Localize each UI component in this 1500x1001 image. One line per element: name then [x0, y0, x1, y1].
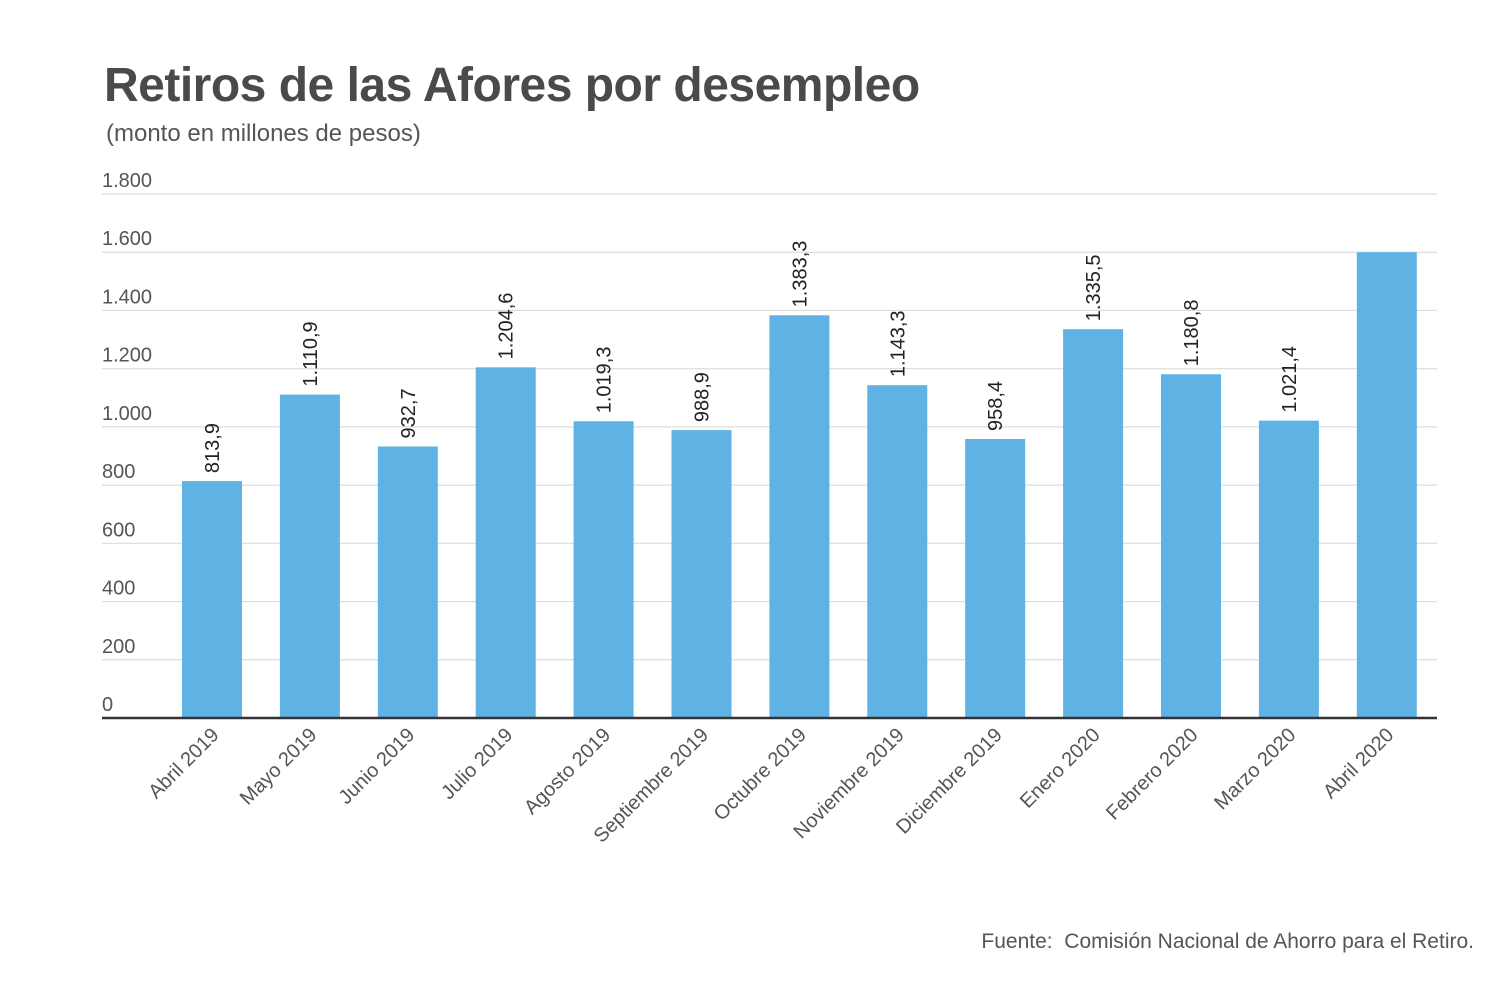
data-label: 1.021,4 [1279, 346, 1301, 413]
y-tick-label: 800 [102, 461, 135, 483]
y-tick-label: 0 [102, 694, 113, 716]
x-tick-label: Junio 2019 [335, 724, 420, 809]
y-tick-label: 1.400 [102, 286, 152, 308]
x-tick-label: Abril 2020 [1319, 724, 1398, 803]
x-tick-label: Enero 2020 [1016, 724, 1105, 813]
data-label: 1.335,5 [1083, 254, 1105, 321]
bar [1258, 420, 1319, 718]
bar [182, 481, 242, 718]
bar [671, 430, 732, 718]
bar [279, 394, 340, 718]
y-tick-label: 600 [102, 519, 135, 541]
data-label: 1.204,6 [496, 293, 518, 360]
bar [1161, 374, 1221, 718]
x-tick-label: Mayo 2019 [236, 724, 322, 810]
y-tick-label: 1.600 [102, 228, 152, 250]
x-axis-ticks: Abril 2019 Mayo 2019 Junio 2019 Julio 2019 A… [144, 724, 1398, 847]
y-tick-label: 1.000 [102, 403, 152, 425]
x-tick-label: Abril 2019 [144, 724, 223, 803]
data-label: 813,9 [202, 423, 224, 473]
data-label: 1.110,9 [300, 321, 322, 386]
data-label: 1.180,8 [1181, 300, 1203, 367]
bar [965, 438, 1026, 718]
bar [475, 367, 536, 718]
y-tick-label: 1.200 [102, 345, 152, 367]
x-tick-label: Octubre 2019 [710, 724, 811, 825]
bars [182, 252, 1417, 718]
data-label: 1.383,3 [789, 241, 811, 308]
source-note: Fuente: Comisión Nacional de Ahorro para… [981, 930, 1474, 953]
x-tick-label: Julio 2019 [437, 724, 517, 804]
x-tick-label: Diciembre 2019 [892, 724, 1007, 839]
bar [769, 315, 830, 718]
chart-subtitle: (monto en millones de pesos) [106, 120, 421, 147]
data-label: 1.143,3 [887, 310, 909, 377]
x-tick-label: Febrero 2020 [1102, 724, 1202, 824]
y-axis-ticks: 0 200 400 600 800 1.000 1.200 1.400 1.600 1.800 [102, 170, 152, 716]
data-label: 932,7 [398, 388, 420, 438]
data-label: 958,4 [985, 381, 1007, 431]
x-tick-label: Marzo 2020 [1210, 724, 1300, 814]
bar [573, 421, 634, 718]
y-tick-label: 400 [102, 578, 135, 600]
bar [377, 446, 438, 718]
y-tick-label: 200 [102, 636, 135, 658]
y-tick-label: 1.800 [102, 170, 152, 192]
data-labels: 813,9 1.110,9 932,7 1.204,6 1.019,3 988,9 1.38… [202, 241, 1301, 473]
x-tick-label: Agosto 2019 [520, 724, 615, 819]
data-label: 1.019,3 [594, 347, 616, 414]
data-label: 988,9 [692, 372, 714, 422]
bar [1063, 329, 1124, 718]
chart-title: Retiros de las Afores por desempleo [104, 59, 920, 112]
bar [1356, 252, 1417, 718]
bar [867, 385, 928, 718]
